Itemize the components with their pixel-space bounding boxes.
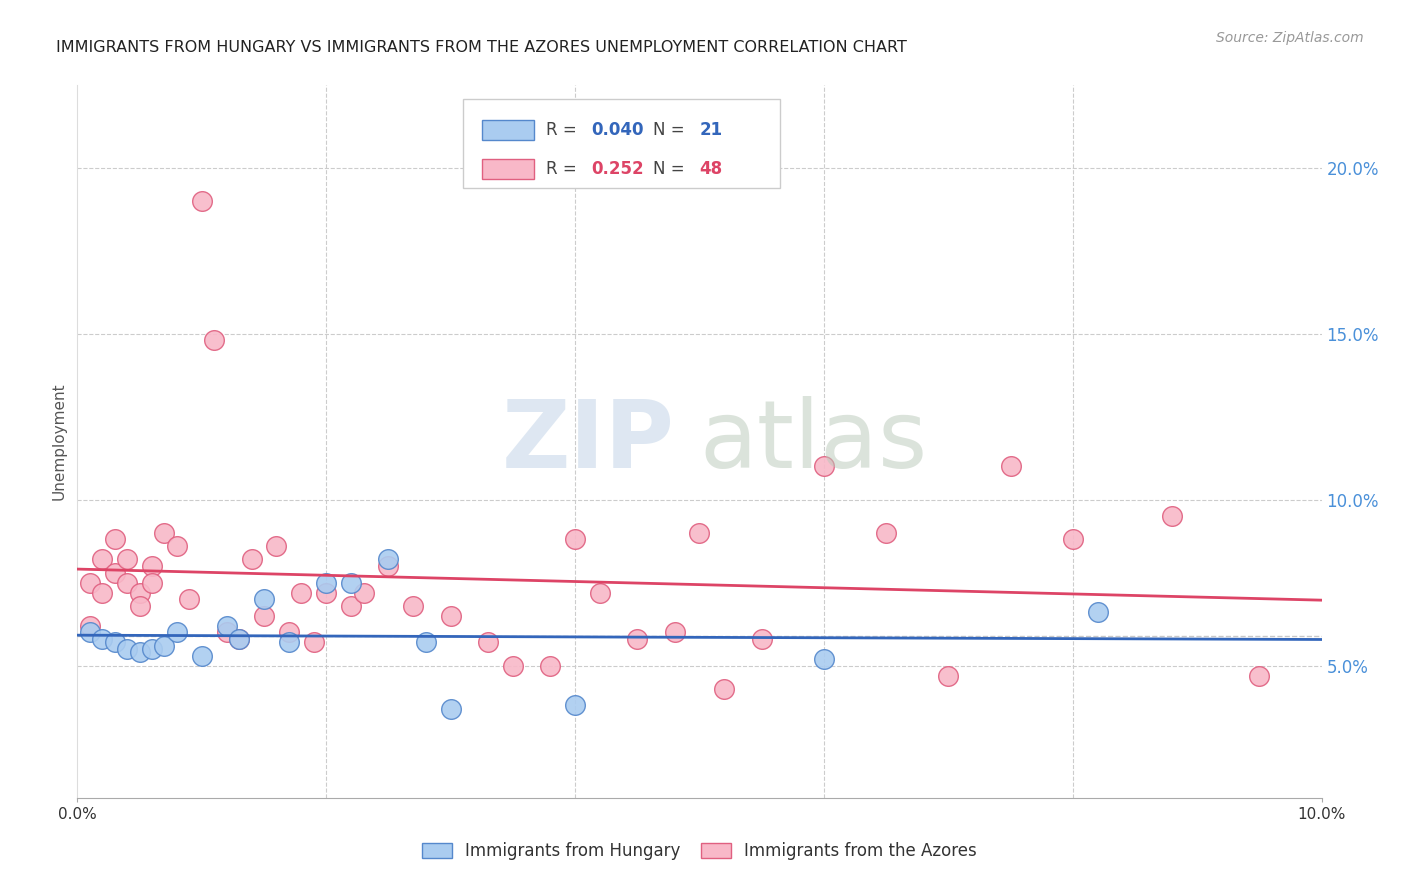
Point <box>377 552 399 566</box>
Point <box>813 652 835 666</box>
Point <box>1249 668 1271 682</box>
Bar <box>482 159 534 179</box>
Point <box>938 668 960 682</box>
FancyBboxPatch shape <box>463 99 780 188</box>
Point <box>253 608 276 623</box>
Point <box>340 575 363 590</box>
Point <box>538 658 561 673</box>
Point <box>502 658 524 673</box>
Point <box>302 635 325 649</box>
Point <box>564 533 586 547</box>
Point <box>215 619 238 633</box>
Point <box>166 625 188 640</box>
Point <box>664 625 686 640</box>
Point <box>91 632 114 646</box>
Text: IMMIGRANTS FROM HUNGARY VS IMMIGRANTS FROM THE AZORES UNEMPLOYMENT CORRELATION C: IMMIGRANTS FROM HUNGARY VS IMMIGRANTS FR… <box>56 40 907 55</box>
Point <box>340 599 363 613</box>
Point <box>128 585 150 599</box>
Point <box>141 575 163 590</box>
Point <box>104 635 127 649</box>
Point <box>191 648 214 663</box>
Point <box>353 585 375 599</box>
Point <box>115 552 138 566</box>
Text: 0.252: 0.252 <box>592 160 644 178</box>
Text: N =: N = <box>654 120 690 138</box>
Point <box>228 632 250 646</box>
Text: ZIP: ZIP <box>502 395 675 488</box>
Legend: Immigrants from Hungary, Immigrants from the Azores: Immigrants from Hungary, Immigrants from… <box>415 836 984 867</box>
Bar <box>482 120 534 140</box>
Point <box>315 585 337 599</box>
Point <box>104 566 127 580</box>
Point <box>1000 459 1022 474</box>
Point <box>266 539 288 553</box>
Point <box>277 625 299 640</box>
Point <box>402 599 425 613</box>
Y-axis label: Unemployment: Unemployment <box>51 383 66 500</box>
Point <box>564 698 586 713</box>
Point <box>115 642 138 657</box>
Point <box>153 525 176 540</box>
Point <box>128 599 150 613</box>
Point <box>240 552 263 566</box>
Point <box>166 539 188 553</box>
Point <box>215 625 238 640</box>
Point <box>440 702 463 716</box>
Point <box>751 632 773 646</box>
Point <box>713 681 735 696</box>
Point <box>128 645 150 659</box>
Point <box>79 625 101 640</box>
Point <box>91 585 114 599</box>
Point <box>253 592 276 607</box>
Point <box>1087 606 1109 620</box>
Point <box>377 559 399 574</box>
Point <box>79 619 101 633</box>
Point <box>589 585 612 599</box>
Point <box>202 334 225 348</box>
Text: R =: R = <box>547 160 582 178</box>
Point <box>689 525 711 540</box>
Text: R =: R = <box>547 120 582 138</box>
Point <box>179 592 201 607</box>
Point <box>141 642 163 657</box>
Point <box>315 575 337 590</box>
Point <box>79 575 101 590</box>
Point <box>290 585 312 599</box>
Text: 0.040: 0.040 <box>592 120 644 138</box>
Point <box>277 635 299 649</box>
Text: atlas: atlas <box>700 395 928 488</box>
Point <box>191 194 214 208</box>
Point <box>440 608 463 623</box>
Text: Source: ZipAtlas.com: Source: ZipAtlas.com <box>1216 31 1364 45</box>
Point <box>813 459 835 474</box>
Text: N =: N = <box>654 160 690 178</box>
Point <box>477 635 499 649</box>
Point <box>153 639 176 653</box>
Point <box>91 552 114 566</box>
Point <box>104 533 127 547</box>
Point <box>1062 533 1084 547</box>
Text: 21: 21 <box>700 120 723 138</box>
Point <box>1161 509 1184 524</box>
Point <box>626 632 648 646</box>
Point <box>415 635 437 649</box>
Point <box>141 559 163 574</box>
Point <box>228 632 250 646</box>
Text: 48: 48 <box>700 160 723 178</box>
Point <box>875 525 897 540</box>
Point <box>115 575 138 590</box>
